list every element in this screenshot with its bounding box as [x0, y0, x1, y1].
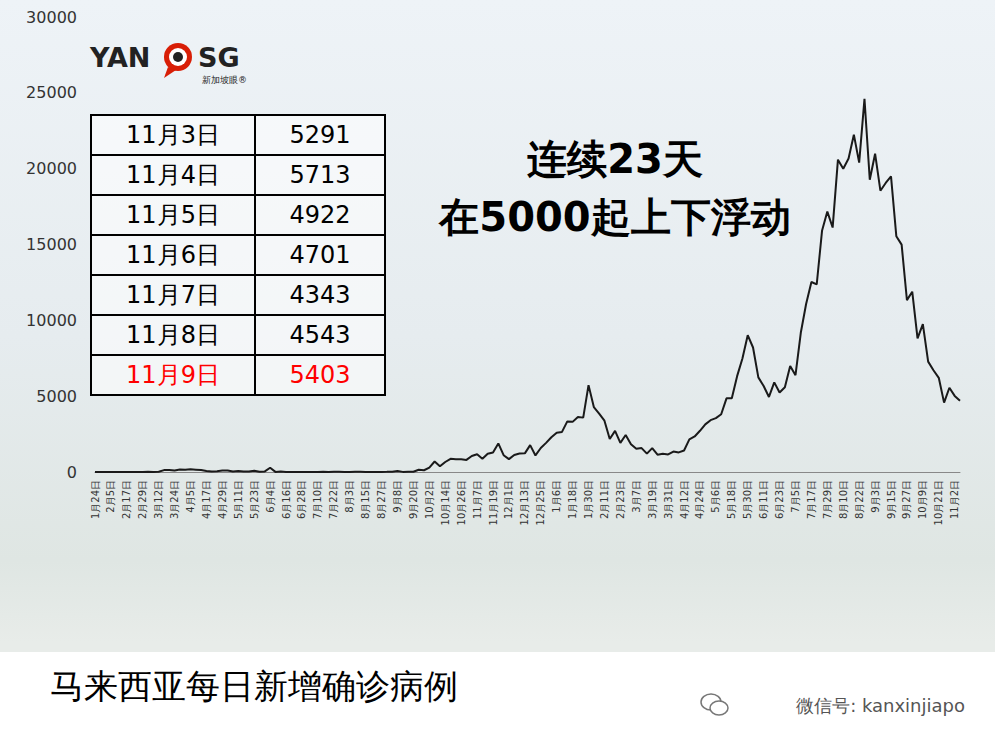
svg-text:10月26日: 10月26日	[456, 480, 467, 525]
html-text:11月3日: 11月3日	[126, 121, 220, 149]
html-text:YAN: YAN	[90, 42, 151, 73]
html-text:新加坡眼®: 新加坡眼®	[202, 75, 247, 85]
svg-text:6月4日: 6月4日	[265, 480, 276, 513]
svg-text:7月29日: 7月29日	[822, 480, 833, 519]
html-text:4343: 4343	[289, 281, 351, 309]
svg-text:6月28日: 6月28日	[296, 480, 307, 519]
svg-text:9月27日: 9月27日	[901, 480, 912, 519]
svg-text:2月5日: 2月5日	[105, 480, 116, 513]
html-text:SG: SG	[198, 42, 240, 73]
html-text:11月4日: 11月4日	[126, 161, 220, 189]
svg-text:8月10日: 8月10日	[838, 480, 849, 519]
svg-text:11月7日: 11月7日	[472, 480, 483, 519]
html-text:4701: 4701	[289, 241, 351, 269]
svg-text:9月20日: 9月20日	[408, 480, 419, 519]
svg-text:9月15日: 9月15日	[886, 480, 897, 519]
svg-text:10月21日: 10月21日	[933, 480, 944, 525]
svg-text:7月22日: 7月22日	[328, 480, 339, 519]
svg-text:2月29日: 2月29日	[137, 480, 148, 519]
svg-text:2月17日: 2月17日	[121, 480, 132, 519]
svg-text:4月17日: 4月17日	[201, 480, 212, 519]
svg-text:3月19日: 3月19日	[647, 480, 658, 519]
html-text:在5000起上下浮动: 在5000起上下浮动	[439, 194, 791, 240]
svg-text:3月31日: 3月31日	[663, 480, 674, 519]
svg-text:8月22日: 8月22日	[854, 480, 865, 519]
html-text:11月8日: 11月8日	[126, 321, 220, 349]
svg-text:8月3日: 8月3日	[344, 480, 355, 513]
html-text:马来西亚每日新增确诊病例: 马来西亚每日新增确诊病例	[50, 666, 458, 706]
html-text:5403: 5403	[289, 361, 351, 389]
html-text:微信号: kanxinjiapo: 微信号: kanxinjiapo	[796, 695, 965, 716]
svg-text:5月11日: 5月11日	[233, 480, 244, 519]
svg-text:5月23日: 5月23日	[249, 480, 260, 519]
svg-text:0: 0	[67, 463, 77, 482]
svg-text:3月12日: 3月12日	[153, 480, 164, 519]
svg-text:9月3日: 9月3日	[870, 480, 881, 513]
svg-text:2月11日: 2月11日	[599, 480, 610, 519]
svg-text:4月12日: 4月12日	[679, 480, 690, 519]
svg-text:2月23日: 2月23日	[615, 480, 626, 519]
svg-text:4月29日: 4月29日	[217, 480, 228, 519]
svg-text:4月24日: 4月24日	[694, 480, 705, 519]
svg-text:10月14日: 10月14日	[440, 480, 451, 525]
svg-text:20000: 20000	[26, 159, 77, 178]
svg-text:9月8日: 9月8日	[392, 480, 403, 513]
svg-text:10000: 10000	[26, 311, 77, 330]
html-text:11月7日: 11月7日	[126, 281, 220, 309]
svg-text:25000: 25000	[26, 83, 77, 102]
svg-text:1月24日: 1月24日	[90, 480, 101, 519]
svg-text:12月13日: 12月13日	[519, 480, 530, 525]
svg-text:11月2日: 11月2日	[949, 480, 960, 519]
html-text:4922: 4922	[289, 201, 351, 229]
svg-text:3月24日: 3月24日	[169, 480, 180, 519]
svg-text:10月9日: 10月9日	[917, 480, 928, 519]
html-text:11月9日: 11月9日	[126, 361, 220, 389]
html-text:11月5日: 11月5日	[126, 201, 220, 229]
svg-text:1月18日: 1月18日	[567, 480, 578, 519]
svg-text:5月6日: 5月6日	[710, 480, 721, 513]
svg-text:1月30日: 1月30日	[583, 480, 594, 519]
svg-text:5000: 5000	[36, 387, 77, 406]
svg-text:3月7日: 3月7日	[631, 480, 642, 513]
svg-text:4月5日: 4月5日	[185, 480, 196, 513]
svg-text:6月23日: 6月23日	[774, 480, 785, 519]
html-text:11月6日: 11月6日	[126, 241, 220, 269]
html-text:5713: 5713	[289, 161, 351, 189]
svg-text:7月5日: 7月5日	[790, 480, 801, 513]
svg-text:10月2日: 10月2日	[424, 480, 435, 519]
html-text:连续23天: 连续23天	[527, 136, 703, 182]
svg-text:5月18日: 5月18日	[726, 480, 737, 519]
svg-text:8月27日: 8月27日	[376, 480, 387, 519]
svg-text:6月16日: 6月16日	[281, 480, 292, 519]
svg-text:1月6日: 1月6日	[551, 480, 562, 513]
svg-text:5月30日: 5月30日	[742, 480, 753, 519]
svg-text:15000: 15000	[26, 235, 77, 254]
svg-text:6月11日: 6月11日	[758, 480, 769, 519]
html-text:5291: 5291	[289, 121, 351, 149]
svg-text:7月17日: 7月17日	[806, 480, 817, 519]
svg-text:11月19日: 11月19日	[488, 480, 499, 525]
svg-text:7月10日: 7月10日	[312, 480, 323, 519]
svg-text:12月25日: 12月25日	[535, 480, 546, 525]
svg-text:8月15日: 8月15日	[360, 480, 371, 519]
html-text:4543: 4543	[289, 321, 351, 349]
svg-text:12月1日: 12月1日	[503, 480, 514, 519]
svg-text:30000: 30000	[26, 8, 77, 27]
